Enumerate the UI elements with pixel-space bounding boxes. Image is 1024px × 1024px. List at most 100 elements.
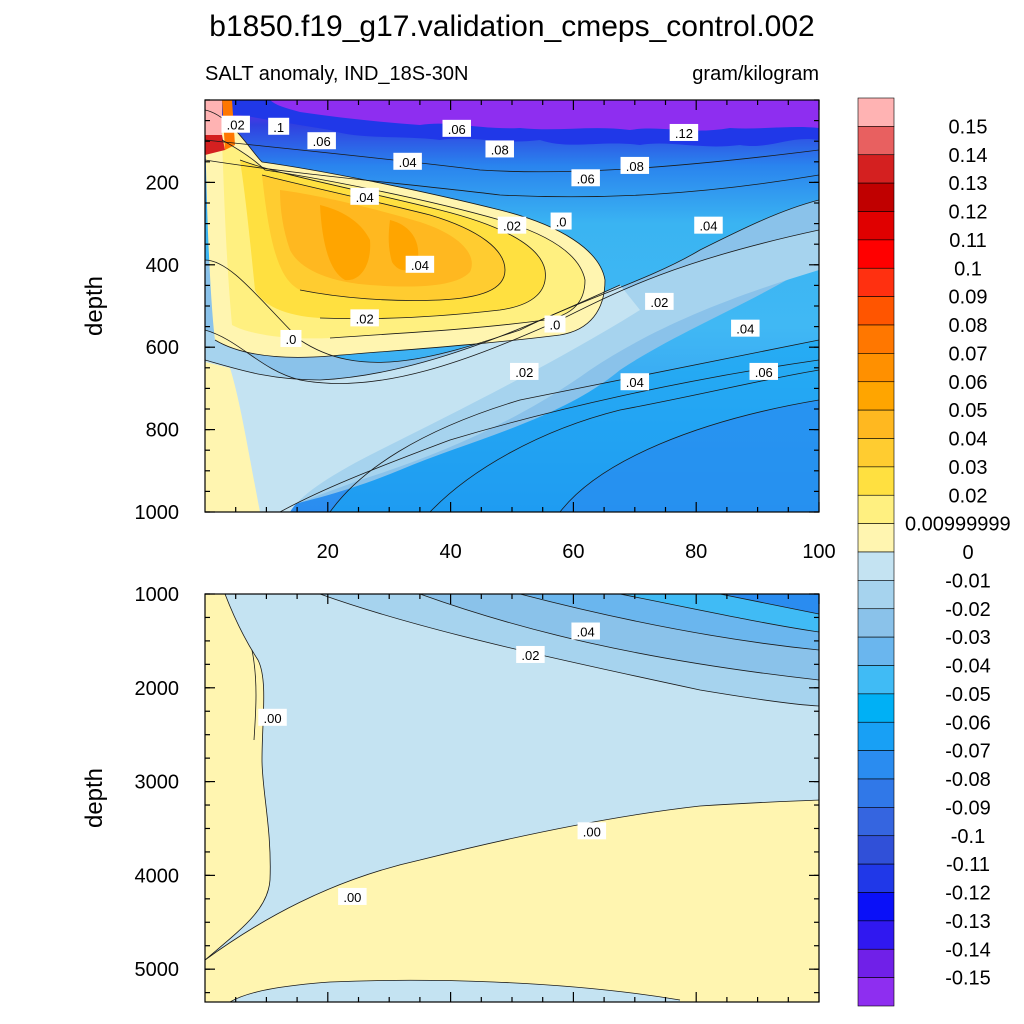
lower-panel-fill xyxy=(205,594,819,1002)
contour-label: .02 xyxy=(221,115,250,133)
contour-label: .00 xyxy=(577,822,607,840)
y-tick-label: 1000 xyxy=(135,502,180,524)
colorbar-swatch xyxy=(857,920,895,950)
colorbar-swatch xyxy=(857,693,895,723)
colorbar-swatch xyxy=(857,324,895,354)
svg-text:.02: .02 xyxy=(521,648,539,663)
colorbar-label: 0.1 xyxy=(954,258,982,280)
colorbar-label: -0.01 xyxy=(945,570,991,592)
colorbar-swatch xyxy=(857,977,895,1007)
colorbar-label: 0.13 xyxy=(949,173,988,195)
svg-text:.08: .08 xyxy=(491,142,509,157)
x-tick-label: 20 xyxy=(317,541,339,563)
contour-label: .04 xyxy=(571,622,600,640)
contour-label: .06 xyxy=(307,132,336,150)
colorbar-label: -0.14 xyxy=(945,939,991,961)
lower-panel: 1000 2000 3000 4000 5000 .04 .02 .00 .00 .00 dep… xyxy=(81,584,820,1003)
upper-y-ticks: 200 400 600 800 1000 xyxy=(135,99,819,524)
colorbar-label: -0.07 xyxy=(945,741,991,763)
svg-text:.02: .02 xyxy=(515,365,533,380)
contour-label: .0 xyxy=(280,329,302,347)
colorbar-swatch xyxy=(857,580,895,610)
upper-contour-labels: .02 .1 .06 .06 .08 .04 .12 .08 .06 .04 .02 .0 .04 .04… xyxy=(221,115,778,391)
svg-text:.02: .02 xyxy=(227,118,245,133)
svg-text:.04: .04 xyxy=(356,190,374,205)
svg-text:.06: .06 xyxy=(448,122,466,137)
colorbar-swatch xyxy=(857,381,895,411)
colorbar-label: 0.03 xyxy=(949,457,988,479)
svg-text:.00: .00 xyxy=(264,711,282,726)
svg-text:.12: .12 xyxy=(675,126,693,141)
contour-label: .04 xyxy=(405,255,435,273)
svg-text:.0: .0 xyxy=(286,332,297,347)
svg-text:.04: .04 xyxy=(736,322,754,337)
colorbar-label: -0.15 xyxy=(945,968,991,990)
contour-label: .00 xyxy=(338,887,367,905)
y-tick-label: 5000 xyxy=(135,959,180,981)
x-tick-label: 100 xyxy=(802,541,835,563)
contour-label: .06 xyxy=(749,362,778,380)
colorbar-swatch xyxy=(857,267,895,297)
colorbar-label: -0.1 xyxy=(951,826,985,848)
y-tick-label: 800 xyxy=(146,420,179,442)
svg-text:.02: .02 xyxy=(356,311,374,326)
colorbar-label: 0.02 xyxy=(949,485,988,507)
contour-label: .06 xyxy=(442,119,471,137)
colorbar-swatch xyxy=(857,807,895,837)
contour-label: .06 xyxy=(571,169,600,187)
contour-label: .04 xyxy=(694,216,723,234)
contour-label: .04 xyxy=(350,187,379,205)
colorbar-swatch xyxy=(857,239,895,269)
svg-text:.08: .08 xyxy=(626,159,644,174)
colorbar-label: -0.06 xyxy=(945,712,991,734)
y-tick-label: 600 xyxy=(146,337,179,359)
colorbar-swatch xyxy=(857,438,895,468)
contour-label: .08 xyxy=(620,156,650,174)
colorbar-label: -0.12 xyxy=(945,883,991,905)
colorbar-swatch xyxy=(857,778,895,808)
lower-y-ticks: 1000 2000 3000 4000 5000 xyxy=(135,584,819,994)
colorbar-label: 0.00999999 xyxy=(905,514,1011,536)
contour-label: .12 xyxy=(669,123,699,141)
x-tick-label: 80 xyxy=(685,541,707,563)
y-tick-label: 2000 xyxy=(135,678,180,700)
svg-text:.02: .02 xyxy=(650,295,668,310)
svg-text:.04: .04 xyxy=(699,219,717,234)
y-tick-label: 400 xyxy=(146,255,179,277)
colorbar-swatch xyxy=(857,211,895,241)
y-tick-label: 200 xyxy=(146,172,179,194)
colorbar-swatch xyxy=(857,948,895,978)
colorbar-swatch xyxy=(857,665,895,695)
colorbar-swatch xyxy=(857,835,895,865)
colorbar-label: -0.02 xyxy=(945,599,991,621)
colorbar-swatch xyxy=(857,154,895,184)
lower-x-ticks xyxy=(235,594,820,1002)
colorbar-label: -0.04 xyxy=(945,656,991,678)
contour-label: .0 xyxy=(544,315,566,333)
colorbar-swatch xyxy=(857,126,895,156)
lower-y-axis-label: depth xyxy=(81,768,108,828)
svg-text:.1: .1 xyxy=(273,120,284,135)
svg-text:.06: .06 xyxy=(577,171,595,186)
svg-text:.0: .0 xyxy=(556,215,567,230)
contour-label: .0 xyxy=(550,212,572,230)
colorbar-label: 0.05 xyxy=(949,400,988,422)
contour-label: .02 xyxy=(350,309,379,327)
colorbar-swatch xyxy=(857,494,895,524)
colorbar-label: -0.13 xyxy=(945,911,991,933)
svg-text:.00: .00 xyxy=(343,890,361,905)
contour-label: .02 xyxy=(497,216,527,234)
colorbar-swatch xyxy=(857,608,895,638)
contour-label: .1 xyxy=(268,117,290,135)
svg-text:.06: .06 xyxy=(313,134,331,149)
colorbar-swatch xyxy=(857,721,895,751)
svg-text:.04: .04 xyxy=(411,258,429,273)
colorbar-label: 0 xyxy=(962,542,973,564)
colorbar-swatch xyxy=(857,750,895,780)
colorbar-swatch xyxy=(857,523,895,553)
svg-text:.02: .02 xyxy=(503,219,521,234)
colorbar-swatch xyxy=(857,466,895,496)
svg-text:.00: .00 xyxy=(583,824,601,839)
colorbar-swatch xyxy=(857,353,895,383)
contour-label: .02 xyxy=(510,362,539,380)
